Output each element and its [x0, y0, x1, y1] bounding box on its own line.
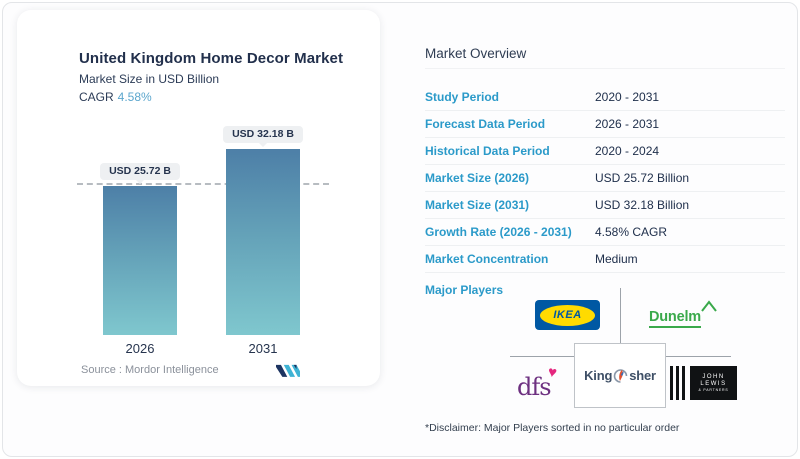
- row-value: Medium: [595, 252, 638, 266]
- dfs-heart-icon: ♥: [546, 363, 559, 382]
- row-value: 4.58% CAGR: [595, 225, 668, 239]
- dfs-logo: dfs ♥: [517, 363, 567, 405]
- dunelm-wordmark: Dunelm: [649, 309, 701, 328]
- row-label: Growth Rate (2026 - 2031): [425, 225, 572, 239]
- john-lewis-line1: JOHN: [702, 374, 725, 380]
- row-label: Forecast Data Period: [425, 117, 546, 131]
- disclaimer-text: *Disclaimer: Major Players sorted in no …: [425, 422, 680, 434]
- bar-2026: [103, 186, 177, 335]
- chart-subtitle: Market Size in USD Billion: [79, 72, 220, 86]
- john-lewis-stripe: [682, 366, 685, 400]
- overview-table: Study Period 2020 - 2031 Forecast Data P…: [425, 84, 785, 273]
- row-value: 2020 - 2031: [595, 90, 660, 104]
- bar-2031: [226, 149, 300, 335]
- ikea-wordmark: IKEA: [553, 309, 582, 321]
- table-row-study-period: Study Period 2020 - 2031: [425, 84, 785, 111]
- ikea-oval-shape: IKEA: [540, 304, 595, 326]
- row-label: Market Size (2031): [425, 198, 530, 212]
- bar-value-label-2026: USD 25.72 B: [100, 163, 180, 185]
- kingfisher-logo-box: King sher: [574, 343, 666, 408]
- john-lewis-line2: LEWIS: [700, 381, 727, 387]
- mordor-intelligence-logo-icon: [276, 364, 300, 377]
- cagr-value: 4.58%: [117, 90, 152, 104]
- table-row-forecast-period: Forecast Data Period 2026 - 2031: [425, 111, 785, 138]
- reference-dashed-line: [77, 183, 329, 186]
- kingfisher-text-suffix: sher: [629, 368, 656, 383]
- row-label: Market Concentration: [425, 252, 549, 266]
- row-value: USD 25.72 Billion: [595, 171, 690, 185]
- table-row-growth-rate: Growth Rate (2026 - 2031) 4.58% CAGR: [425, 219, 785, 246]
- row-value: 2020 - 2024: [595, 144, 660, 158]
- row-label: Market Size (2026): [425, 171, 530, 185]
- overview-title-divider: [425, 68, 785, 69]
- source-attribution: Source : Mordor Intelligence: [81, 364, 219, 376]
- table-row-market-size-2031: Market Size (2031) USD 32.18 Billion: [425, 192, 785, 219]
- dunelm-house-roof-icon: [701, 300, 717, 312]
- kingfisher-wordmark: King sher: [584, 368, 656, 384]
- dfs-wordmark: dfs: [517, 373, 552, 401]
- table-row-historical-period: Historical Data Period 2020 - 2024: [425, 138, 785, 165]
- connector-vertical-line: [620, 288, 621, 344]
- row-label: Historical Data Period: [425, 144, 550, 158]
- table-row-market-concentration: Market Concentration Medium: [425, 246, 785, 273]
- john-lewis-stripe: [676, 366, 679, 400]
- table-row-market-size-2026: Market Size (2026) USD 25.72 Billion: [425, 165, 785, 192]
- john-lewis-wordmark-box: JOHN LEWIS & PARTNERS: [690, 366, 737, 400]
- john-lewis-line3: & PARTNERS: [698, 388, 729, 392]
- bar-value-label-2031: USD 32.18 B: [223, 126, 303, 147]
- row-value: 2026 - 2031: [595, 117, 660, 131]
- kingfisher-text-prefix: King: [584, 368, 613, 383]
- chart-cagr-line: CAGR 4.58%: [79, 90, 152, 104]
- chart-card: United Kingdom Home Decor Market Market …: [17, 10, 380, 386]
- kingfisher-bird-icon: [613, 368, 628, 383]
- chart-title: United Kingdom Home Decor Market: [79, 50, 344, 67]
- john-lewis-stripe: [670, 366, 673, 400]
- row-label: Study Period: [425, 90, 500, 104]
- x-axis-label-2026: 2026: [125, 341, 155, 356]
- overview-title: Market Overview: [425, 46, 527, 61]
- dunelm-logo: Dunelm: [649, 300, 717, 329]
- john-lewis-logo: JOHN LEWIS & PARTNERS: [670, 366, 737, 400]
- row-value: USD 32.18 Billion: [595, 198, 690, 212]
- x-axis-label-2031: 2031: [248, 341, 278, 356]
- ikea-logo: IKEA: [535, 300, 600, 330]
- cagr-label: CAGR: [79, 90, 114, 104]
- major-players-label: Major Players: [425, 283, 504, 297]
